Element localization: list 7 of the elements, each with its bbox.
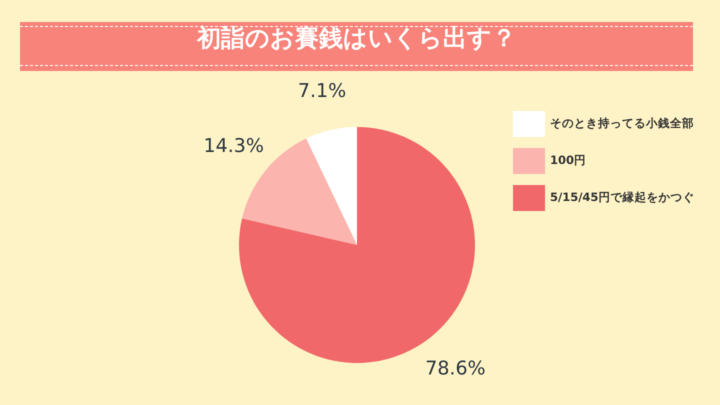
data-label: 14.3%: [204, 135, 264, 158]
data-label: 7.1%: [298, 80, 346, 102]
legend-label: 5/15/45円で縁起をかつぐ: [550, 190, 694, 204]
pie-slice: [306, 127, 357, 245]
legend-label: 100円: [550, 153, 586, 167]
legend-label: そのとき持ってる小銭全部: [550, 116, 694, 130]
data-label: 78.6%: [425, 358, 486, 380]
